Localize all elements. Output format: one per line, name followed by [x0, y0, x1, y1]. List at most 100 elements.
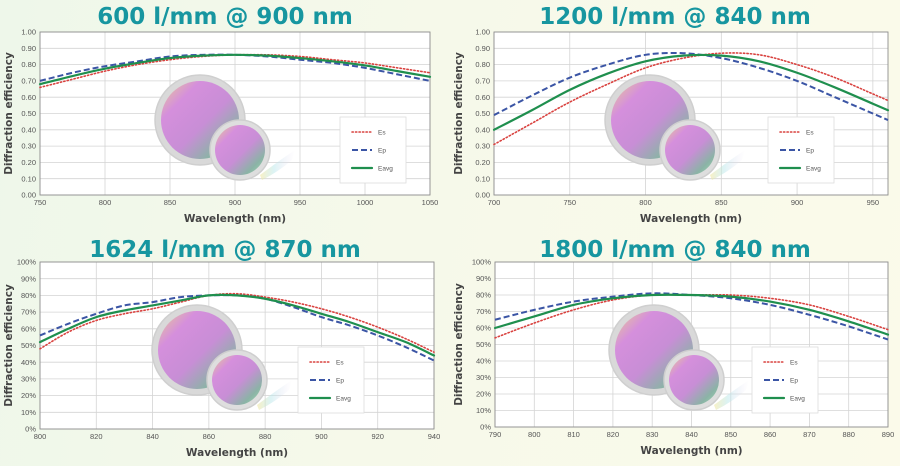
rainbow-glow: [710, 150, 745, 180]
y-tick-label: 40%: [21, 358, 36, 367]
series-line-eavg: [493, 293, 890, 336]
y-tick-label: 0.60: [475, 93, 490, 102]
legend-label-ep: Ep: [806, 147, 814, 154]
legend-label-es: Es: [790, 359, 798, 366]
y-tick-label: 0.10: [475, 174, 490, 183]
rainbow-glow: [260, 150, 295, 180]
legend-label-ep: Ep: [790, 377, 798, 384]
rainbow-glow: [714, 380, 749, 410]
x-axis-label: Wavelength (nm): [640, 445, 742, 457]
y-tick-label: 50%: [21, 341, 36, 350]
y-tick-label: 1.00: [475, 28, 490, 37]
x-tick-label: 790: [489, 430, 502, 439]
legend-label-eavg: Eavg: [378, 165, 393, 172]
legend-label-es: Es: [336, 359, 344, 366]
x-tick-label: 810: [567, 430, 580, 439]
y-tick-label: 0.30: [475, 142, 490, 151]
legend-label-eavg: Eavg: [806, 165, 821, 172]
y-tick-label: 0.50: [21, 109, 36, 118]
chart-title: 600 l/mm @ 900 nm: [97, 4, 353, 30]
x-tick-label: 880: [259, 432, 272, 441]
y-tick-label: 0%: [25, 425, 36, 434]
y-tick-label: 30%: [476, 373, 491, 382]
x-tick-label: 860: [764, 430, 777, 439]
x-tick-label: 820: [607, 430, 620, 439]
y-tick-label: 70%: [21, 308, 36, 317]
y-tick-label: 60%: [21, 324, 36, 333]
y-tick-label: 0.00: [475, 191, 490, 200]
x-axis-label: Wavelength (nm): [184, 213, 286, 225]
x-tick-label: 750: [34, 198, 47, 207]
x-tick-label: 850: [725, 430, 738, 439]
chart-panel-600: 600 l/mm @ 900 nm 0.00 0.10 0.20 0.30 0.40 0.5…: [0, 0, 450, 233]
legend-box: [767, 116, 835, 184]
y-tick-label: 20%: [21, 391, 36, 400]
legend-label-eavg: Eavg: [790, 395, 805, 402]
chart-panel-1624: 1624 l/mm @ 870 nm 0% 10% 20% 30% 40% 50% 60% 70…: [0, 233, 450, 466]
chart-panel-1200: 1200 l/mm @ 840 nm 0.00 0.10 0.20 0.30 0.40 0.…: [450, 0, 900, 233]
plot-frame: [493, 31, 889, 196]
y-tick-label: 0.10: [21, 174, 36, 183]
small-grating-lens: [215, 125, 265, 175]
legend-box: [751, 346, 819, 414]
x-tick-label: 950: [294, 198, 307, 207]
x-tick-label: 840: [685, 430, 698, 439]
chart-title: 1800 l/mm @ 840 nm: [539, 237, 811, 263]
x-axis-label: Wavelength (nm): [640, 213, 742, 225]
x-tick-label: 900: [229, 198, 242, 207]
y-tick-label: 0.20: [475, 158, 490, 167]
y-tick-label: 0.80: [21, 60, 36, 69]
series-line-es: [39, 292, 435, 353]
legend-box: [339, 116, 407, 184]
y-axis-label: Diffraction efficiency: [453, 52, 465, 175]
chart-title: 1624 l/mm @ 870 nm: [89, 237, 361, 263]
chart-panel-1800: 1800 l/mm @ 840 nm 0% 10% 20% 30% 40% 50% 60% 70…: [450, 233, 900, 466]
legend-label-es: Es: [806, 129, 814, 136]
x-tick-label: 900: [791, 198, 804, 207]
legend-label-ep: Ep: [336, 377, 344, 384]
x-tick-label: 880: [842, 430, 855, 439]
y-tick-label: 0.60: [21, 93, 36, 102]
series-line-ep: [39, 53, 431, 82]
legend-box: [297, 346, 365, 414]
x-tick-label: 830: [646, 430, 659, 439]
x-tick-label: 950: [867, 198, 880, 207]
y-tick-label: 0.80: [475, 60, 490, 69]
y-tick-label: 10%: [476, 406, 491, 415]
series-line-es: [39, 53, 431, 89]
y-tick-label: 0.70: [21, 77, 36, 86]
y-tick-label: 0.50: [475, 109, 490, 118]
y-tick-label: 10%: [21, 408, 36, 417]
chart-1200: 1200 l/mm @ 840 nm 0.00 0.10 0.20 0.30 0.40 0.…: [453, 4, 890, 225]
series-line-eavg: [38, 293, 436, 357]
y-tick-label: 0.40: [21, 125, 36, 134]
legend-label-eavg: Eavg: [336, 395, 351, 402]
small-grating-lens: [669, 355, 719, 405]
y-tick-label: 60%: [476, 324, 491, 333]
legend-label-ep: Ep: [378, 147, 386, 154]
y-tick-label: 0.90: [21, 44, 36, 53]
y-tick-label: 50%: [476, 340, 491, 349]
x-tick-label: 700: [488, 198, 501, 207]
y-tick-label: 1.00: [21, 28, 36, 37]
x-tick-label: 1050: [422, 198, 439, 207]
x-tick-label: 820: [90, 432, 103, 441]
x-tick-label: 840: [146, 432, 159, 441]
x-tick-label: 890: [882, 430, 895, 439]
y-axis-label: Diffraction efficiency: [3, 52, 15, 175]
y-tick-label: 100%: [17, 258, 37, 267]
x-axis-label: Wavelength (nm): [186, 447, 288, 459]
y-tick-label: 80%: [476, 291, 491, 300]
small-grating-lens: [212, 355, 262, 405]
y-tick-label: 90%: [476, 274, 491, 283]
y-tick-label: 70%: [476, 307, 491, 316]
plot-frame: [39, 261, 435, 430]
y-tick-label: 80%: [21, 291, 36, 300]
plot-frame: [494, 261, 889, 428]
x-tick-label: 1000: [357, 198, 374, 207]
legend-label-es: Es: [378, 129, 386, 136]
series-line-eavg: [38, 53, 432, 86]
x-tick-label: 800: [639, 198, 652, 207]
x-tick-label: 850: [164, 198, 177, 207]
y-axis-label: Diffraction efficiency: [453, 283, 465, 406]
